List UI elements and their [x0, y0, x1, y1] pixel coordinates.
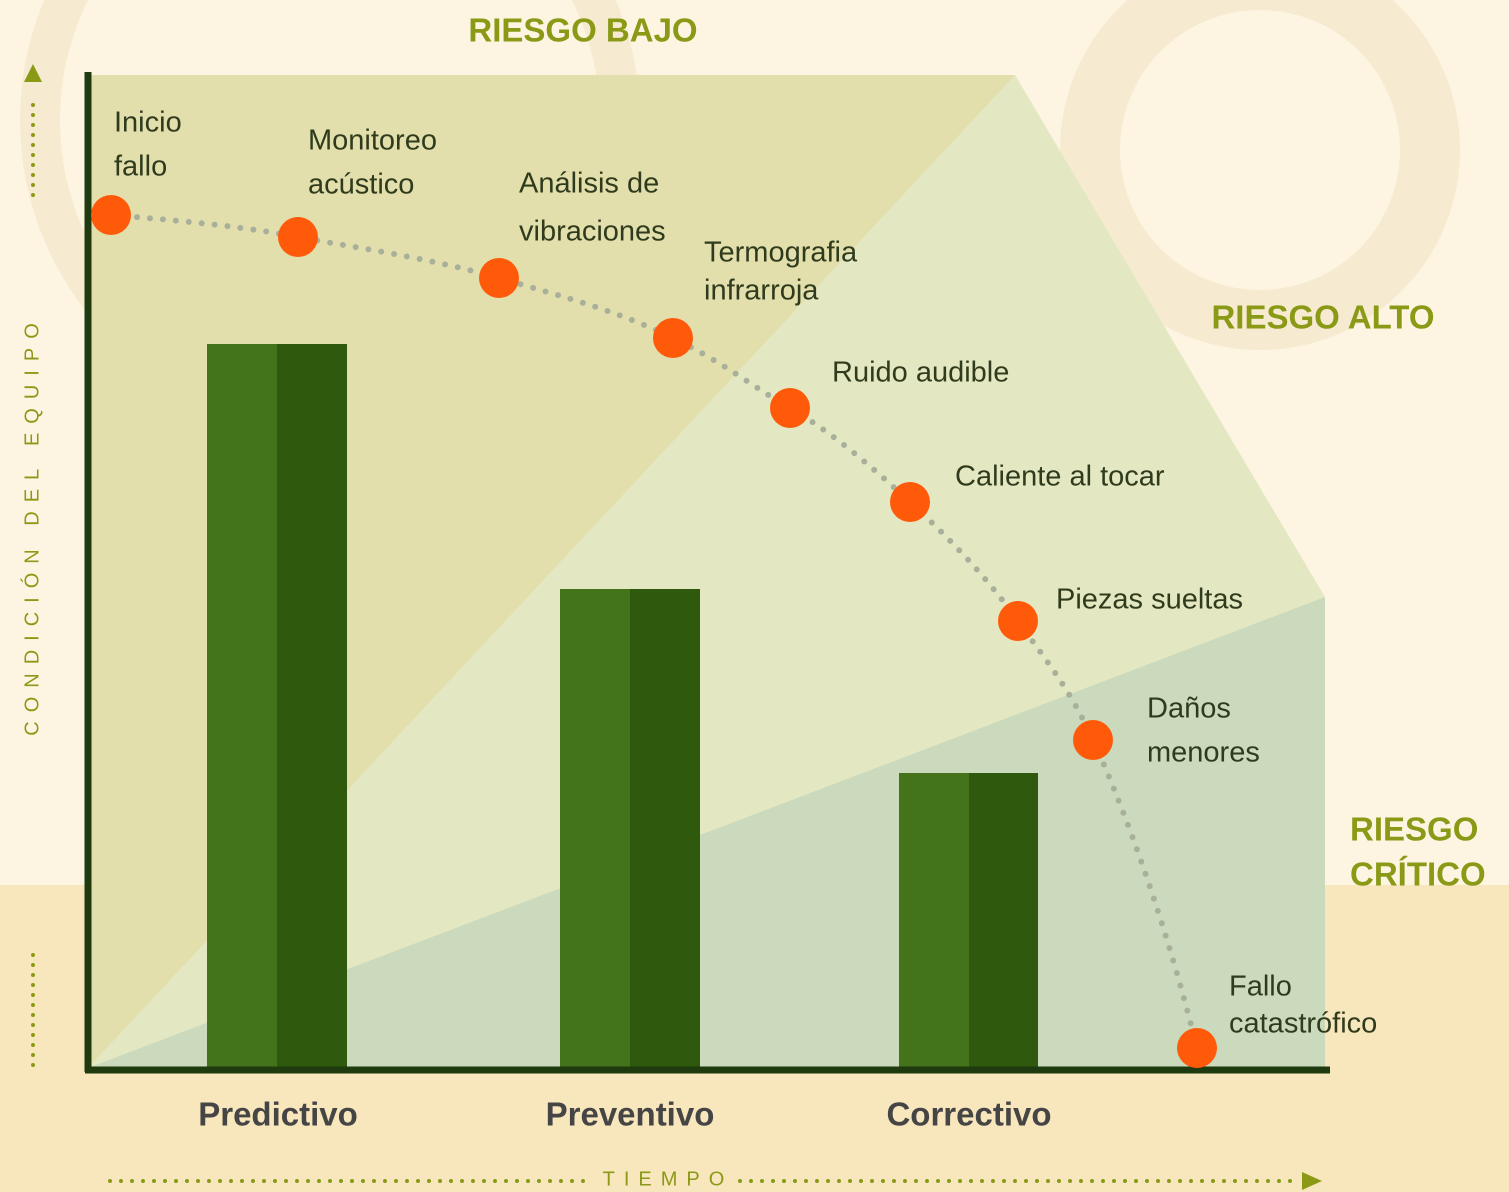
- stage-label: Inicio: [114, 107, 182, 139]
- stage-dot: [653, 318, 693, 358]
- stage-label: menores: [1147, 737, 1260, 769]
- critical-risk-label: CRÍTICO: [1350, 856, 1486, 893]
- stage-label: fallo: [114, 151, 167, 183]
- category-label: Predictivo: [198, 1096, 358, 1133]
- stage-label: acústico: [308, 169, 414, 201]
- stage-label: Termografia: [704, 237, 858, 269]
- stage-dot: [770, 388, 810, 428]
- bar-light: [899, 773, 969, 1068]
- stage-label: Fallo: [1229, 971, 1292, 1003]
- stage-label: Daños: [1147, 693, 1231, 725]
- high-risk-label: RIESGO ALTO: [1211, 299, 1434, 336]
- stage-label: vibraciones: [519, 216, 666, 248]
- stage-dot: [278, 217, 318, 257]
- critical-risk-label: RIESGO: [1350, 811, 1478, 848]
- stage-label: Análisis de: [519, 168, 659, 200]
- low-risk-label: RIESGO BAJO: [468, 12, 697, 49]
- stage-dot: [1177, 1028, 1217, 1068]
- stage-dot: [91, 195, 131, 235]
- x-axis-label: TIEMPO: [603, 1168, 734, 1190]
- stage-label: infrarroja: [704, 275, 819, 307]
- stage-dot: [998, 601, 1038, 641]
- stage-label: Ruido audible: [832, 357, 1009, 389]
- stage-dot: [479, 258, 519, 298]
- bar-dark: [969, 773, 1038, 1068]
- stage-dot: [890, 482, 930, 522]
- bar-light: [560, 589, 630, 1068]
- bar-dark: [630, 589, 700, 1068]
- category-label: Correctivo: [886, 1096, 1051, 1133]
- bar-dark: [277, 344, 347, 1068]
- y-axis-label: CONDICIÓN DEL EQUIPO: [20, 314, 43, 736]
- stage-label: catastrófico: [1229, 1008, 1377, 1040]
- stage-label: Piezas sueltas: [1056, 584, 1243, 616]
- stage-dot: [1073, 720, 1113, 760]
- stage-label: Monitoreo: [308, 125, 437, 157]
- category-label: Preventivo: [546, 1096, 715, 1133]
- diagram: RIESGO BAJO RIESGO ALTO RIESGO CRÍTICO P…: [0, 0, 1509, 1192]
- stage-label: Caliente al tocar: [955, 461, 1165, 493]
- bar-light: [207, 344, 277, 1068]
